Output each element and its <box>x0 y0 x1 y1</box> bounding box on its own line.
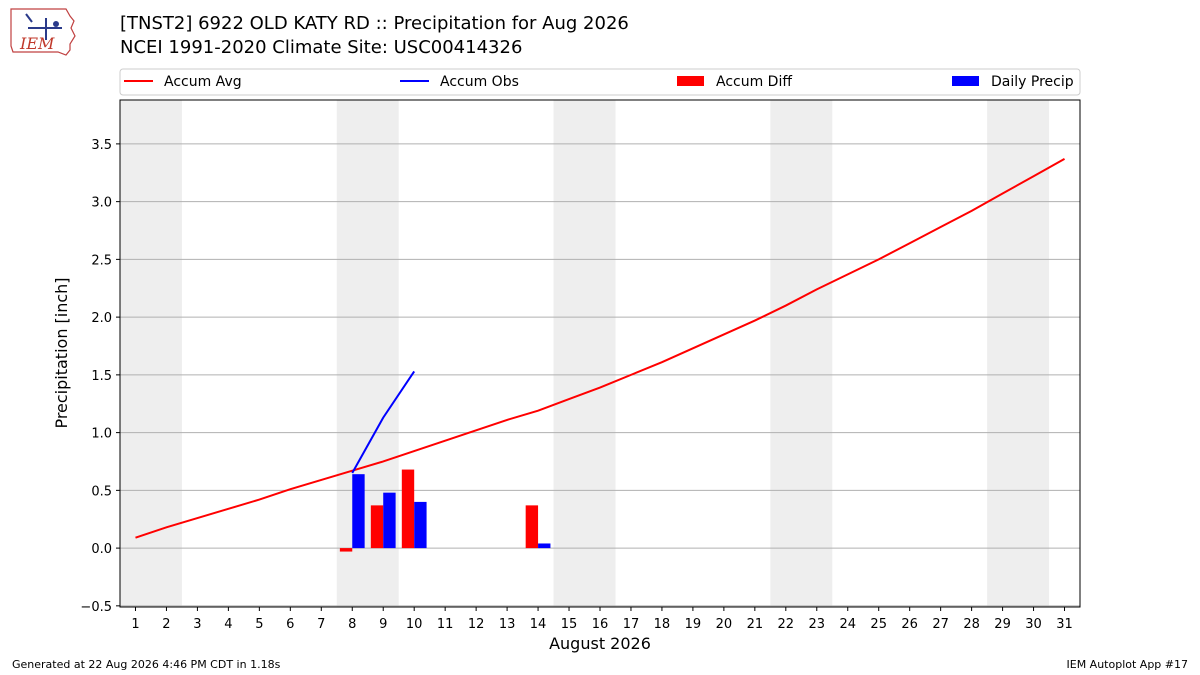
x-tick-label: 5 <box>255 617 263 632</box>
weekend-band-5 <box>987 100 1050 607</box>
legend-label-accum-obs: Accum Obs <box>440 74 519 90</box>
weekend-band-1 <box>120 100 182 607</box>
y-tick-label: 2.5 <box>91 253 112 268</box>
legend-swatch-daily-precip <box>952 76 979 86</box>
y-tick-label: 3.5 <box>91 138 112 153</box>
x-tick-label: 2 <box>162 617 170 632</box>
bars <box>339 469 551 552</box>
weekend-band-3 <box>553 100 616 607</box>
chart-subtitle: NCEI 1991-2020 Climate Site: USC00414326 <box>120 37 523 58</box>
x-tick-label: 6 <box>286 617 294 632</box>
y-axis: −0.5 0.0 0.5 1.0 1.5 2.0 2.5 3.0 3.5 <box>80 138 120 615</box>
legend: Accum Avg Accum Obs Accum Diff Daily Precip <box>119 68 1081 96</box>
accum-diff-bar-day-14 <box>525 505 539 549</box>
y-tick-label: 0.0 <box>91 542 112 557</box>
x-axis-label: August 2026 <box>549 634 651 653</box>
x-tick-label: 23 <box>809 617 826 632</box>
lines <box>135 158 1066 539</box>
y-tick-label: 2.0 <box>91 311 112 326</box>
accum-diff-bar-day-10 <box>401 469 415 549</box>
x-tick-label: 19 <box>685 617 702 632</box>
accum-diff-bar-day-9 <box>370 505 384 549</box>
x-tick-label: 13 <box>499 617 516 632</box>
x-tick-label: 14 <box>530 617 547 632</box>
x-tick-label: 15 <box>561 617 578 632</box>
legend-label-accum-avg: Accum Avg <box>164 74 242 90</box>
x-tick-label: 16 <box>592 617 609 632</box>
x-axis: 1 2 3 4 5 6 7 8 9 10 11 12 13 14 15 16 17 18 19 20 21 22 23 24 2… <box>131 607 1073 632</box>
app-label: IEM Autoplot App #17 <box>1066 658 1189 671</box>
x-tick-label: 20 <box>716 617 733 632</box>
y-tick-label: 0.5 <box>91 484 112 499</box>
legend-label-accum-diff: Accum Diff <box>716 74 792 90</box>
x-tick-label: 28 <box>963 617 980 632</box>
generated-timestamp: Generated at 22 Aug 2026 4:46 PM CDT in … <box>12 658 281 671</box>
x-tick-label: 31 <box>1056 617 1073 632</box>
x-tick-label: 17 <box>623 617 640 632</box>
x-tick-label: 8 <box>348 617 356 632</box>
y-tick-label: 1.0 <box>91 427 112 442</box>
x-tick-label: 4 <box>224 617 232 632</box>
legend-swatch-accum-diff <box>677 76 704 86</box>
x-tick-label: 29 <box>994 617 1011 632</box>
accum-obs-line <box>351 370 416 474</box>
y-axis-label: Precipitation [inch] <box>52 277 71 428</box>
y-tick-label: −0.5 <box>80 600 112 615</box>
y-tick-label: 1.5 <box>91 369 112 384</box>
x-tick-label: 1 <box>131 617 139 632</box>
accum-diff-bar-day-8 <box>339 548 353 552</box>
x-tick-label: 18 <box>654 617 671 632</box>
x-tick-label: 9 <box>379 617 387 632</box>
legend-box <box>119 68 1081 96</box>
daily-precip-bar-day-9 <box>383 492 396 549</box>
iowa-state-outline <box>10 8 76 56</box>
logo-text: IEM <box>19 34 55 53</box>
x-tick-label: 30 <box>1025 617 1042 632</box>
legend-label-daily-precip: Daily Precip <box>991 74 1074 90</box>
daily-precip-bar-day-8 <box>352 474 365 549</box>
iem-logo: IEM <box>10 8 76 56</box>
x-tick-label: 25 <box>870 617 887 632</box>
x-tick-label: 10 <box>406 617 423 632</box>
weather-vane-icon <box>25 13 33 23</box>
grid-lines <box>120 143 1080 607</box>
accum-avg-line <box>135 158 1066 539</box>
x-tick-label: 22 <box>778 617 795 632</box>
x-tick-label: 11 <box>437 617 454 632</box>
weekend-shading <box>120 100 1050 607</box>
x-tick-label: 12 <box>468 617 485 632</box>
x-tick-label: 26 <box>901 617 918 632</box>
chart-title: [TNST2] 6922 OLD KATY RD :: Precipitatio… <box>120 13 629 34</box>
x-tick-label: 7 <box>317 617 325 632</box>
x-tick-label: 24 <box>839 617 856 632</box>
x-tick-label: 21 <box>747 617 764 632</box>
weekend-band-4 <box>770 100 833 607</box>
x-tick-label: 27 <box>932 617 949 632</box>
daily-precip-bar-day-10 <box>414 501 427 549</box>
x-tick-label: 3 <box>193 617 201 632</box>
daily-precip-bar-day-14 <box>538 543 551 549</box>
y-tick-label: 3.0 <box>91 196 112 211</box>
